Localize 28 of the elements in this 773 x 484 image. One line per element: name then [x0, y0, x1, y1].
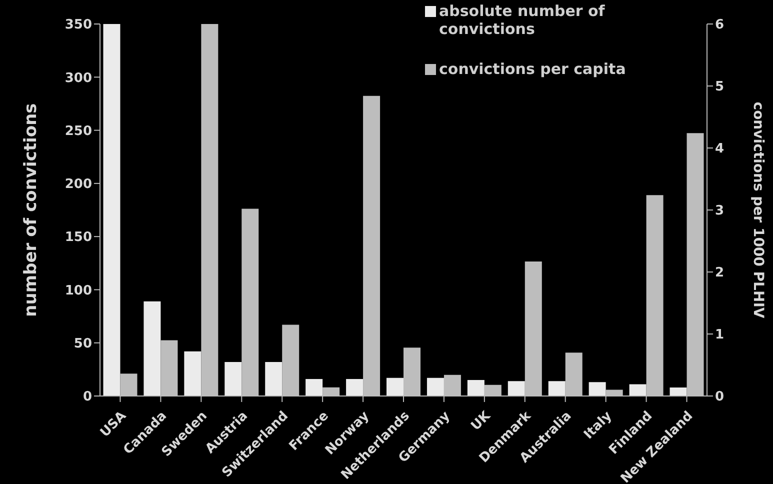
- y-tick-label: 100: [64, 283, 92, 298]
- y2-tick-label: 3: [715, 204, 724, 219]
- y-tick-label: 50: [74, 336, 92, 352]
- legend-label: convictions per capita: [439, 60, 626, 78]
- y2-tick-label: 0: [715, 390, 724, 405]
- bar: [306, 378, 323, 396]
- y-tick-label: 150: [64, 230, 92, 246]
- bar: [346, 378, 364, 396]
- y-tick-label: 350: [64, 18, 92, 33]
- bar: [224, 362, 242, 396]
- y-tick-label: 250: [64, 124, 92, 139]
- y2-tick-label: 2: [715, 266, 724, 281]
- bar: [670, 387, 687, 396]
- y2-tick-label: 5: [715, 80, 724, 95]
- y2-tick-label: 4: [715, 142, 724, 157]
- y2-axis-title: convictions per 1000 PLHIV: [750, 102, 766, 318]
- y-tick-label: 300: [64, 70, 92, 86]
- y-axis-title: number of convictions: [21, 103, 42, 317]
- bar: [588, 382, 606, 396]
- y-tick-label: 0: [82, 390, 92, 405]
- y2-tick-label: 6: [715, 18, 724, 33]
- bar: [508, 381, 525, 396]
- legend-label: absolute number of convictions: [439, 2, 606, 38]
- y-tick-label: 200: [64, 177, 92, 192]
- y2-tick-label: 1: [715, 328, 724, 343]
- bar: [103, 24, 120, 396]
- bar: [629, 384, 646, 396]
- bar: [184, 351, 202, 396]
